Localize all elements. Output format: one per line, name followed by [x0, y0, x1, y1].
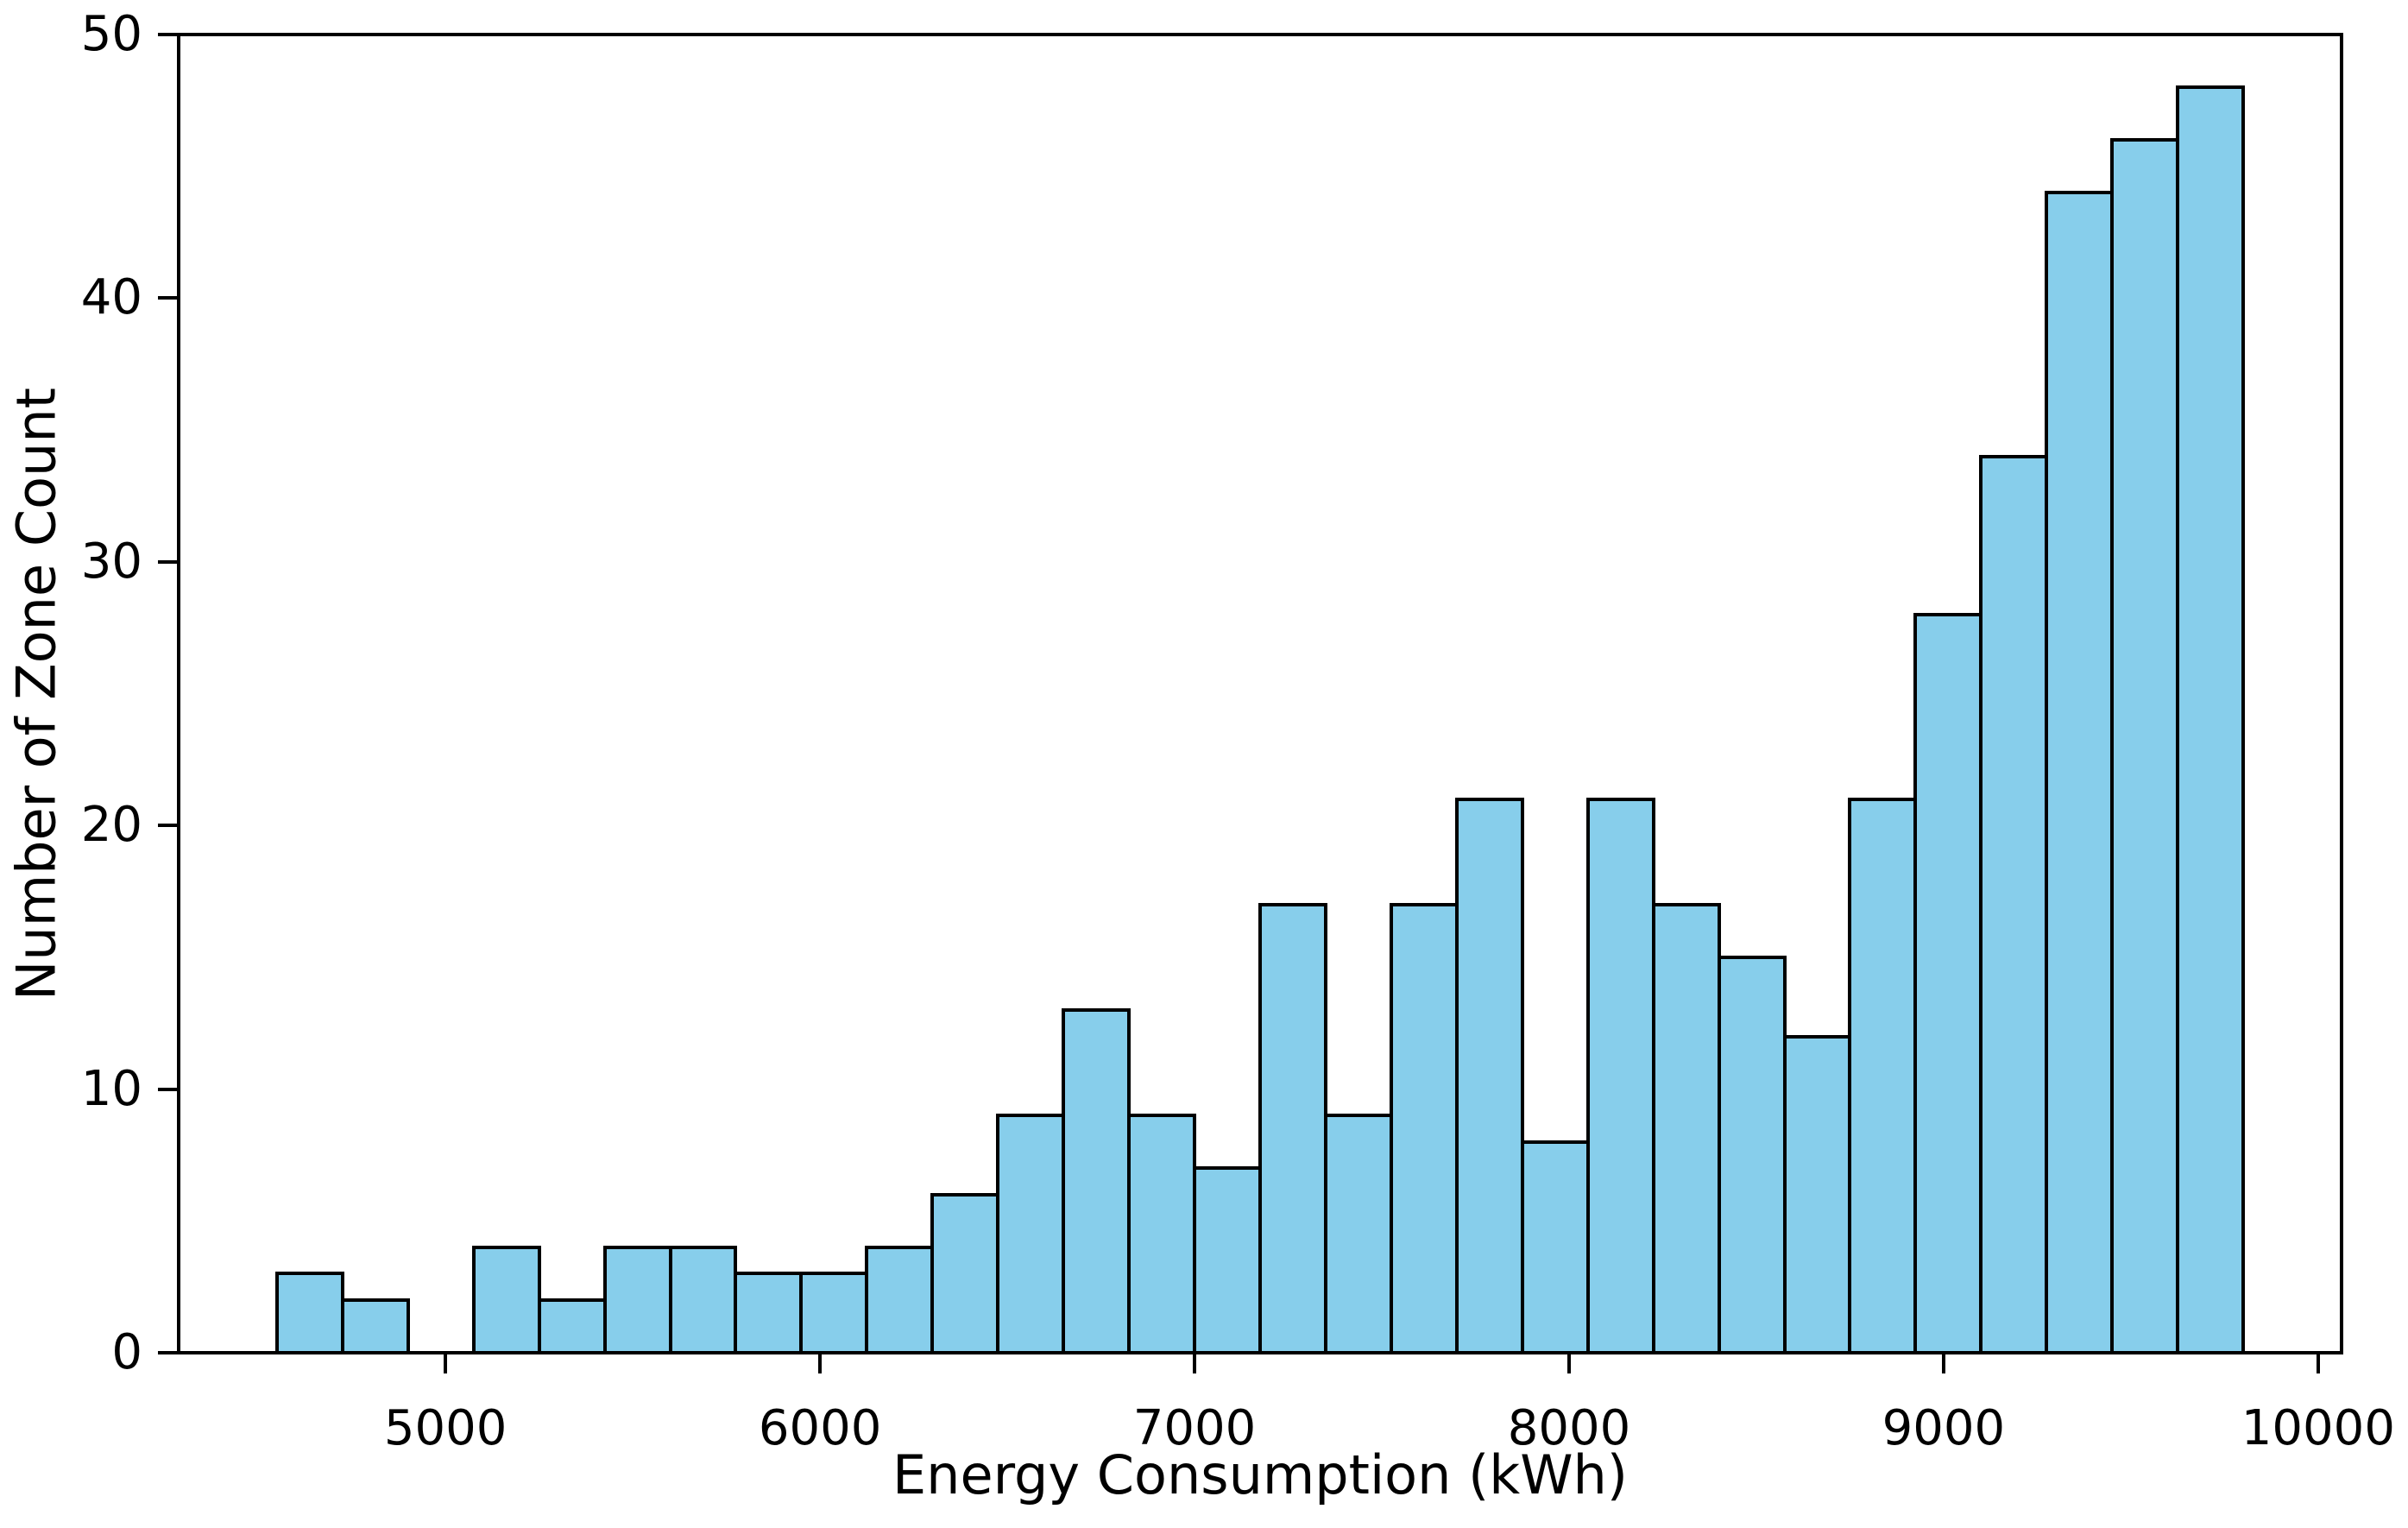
- y-tick: [158, 559, 177, 564]
- y-tick: [158, 1351, 177, 1354]
- histogram-bar: [865, 1245, 935, 1354]
- x-tick-label: 7000: [1132, 1400, 1257, 1456]
- x-tick: [2316, 1354, 2320, 1373]
- y-tick-label: 40: [80, 269, 142, 326]
- histogram-bar: [930, 1192, 1000, 1354]
- histogram-bar: [1454, 797, 1524, 1354]
- y-tick: [158, 33, 177, 36]
- y-tick-label: 20: [80, 797, 142, 854]
- y-tick-label: 30: [80, 533, 142, 590]
- x-tick-label: 10000: [2241, 1400, 2395, 1456]
- x-tick-label: 9000: [1882, 1400, 2006, 1456]
- histogram-bar: [1585, 797, 1655, 1354]
- histogram-bar: [1782, 1034, 1852, 1354]
- x-tick: [1567, 1354, 1571, 1373]
- histogram-bar: [274, 1272, 344, 1354]
- y-tick-label: 10: [80, 1060, 142, 1117]
- x-tick-label: 6000: [758, 1400, 882, 1456]
- y-tick: [158, 824, 177, 828]
- histogram-bar: [2176, 85, 2246, 1354]
- x-tick: [1193, 1354, 1197, 1373]
- histogram-bar: [1520, 1140, 1590, 1354]
- x-tick: [444, 1354, 448, 1373]
- x-tick-label: 8000: [1507, 1400, 1631, 1456]
- y-tick: [158, 296, 177, 300]
- x-axis-title: Energy Consumption (kWh): [892, 1443, 1628, 1506]
- histogram-bar: [1651, 902, 1721, 1354]
- y-tick: [158, 1087, 177, 1091]
- y-axis-title: Number of Zone Count: [4, 387, 68, 1001]
- y-tick-label: 0: [111, 1324, 142, 1380]
- x-tick: [818, 1354, 823, 1373]
- y-tick-label: 50: [80, 6, 142, 62]
- histogram-bar: [799, 1272, 869, 1354]
- x-tick: [1941, 1354, 1945, 1373]
- histogram-bar: [2110, 138, 2180, 1354]
- x-tick-label: 5000: [383, 1400, 507, 1456]
- histogram-bar: [340, 1298, 410, 1354]
